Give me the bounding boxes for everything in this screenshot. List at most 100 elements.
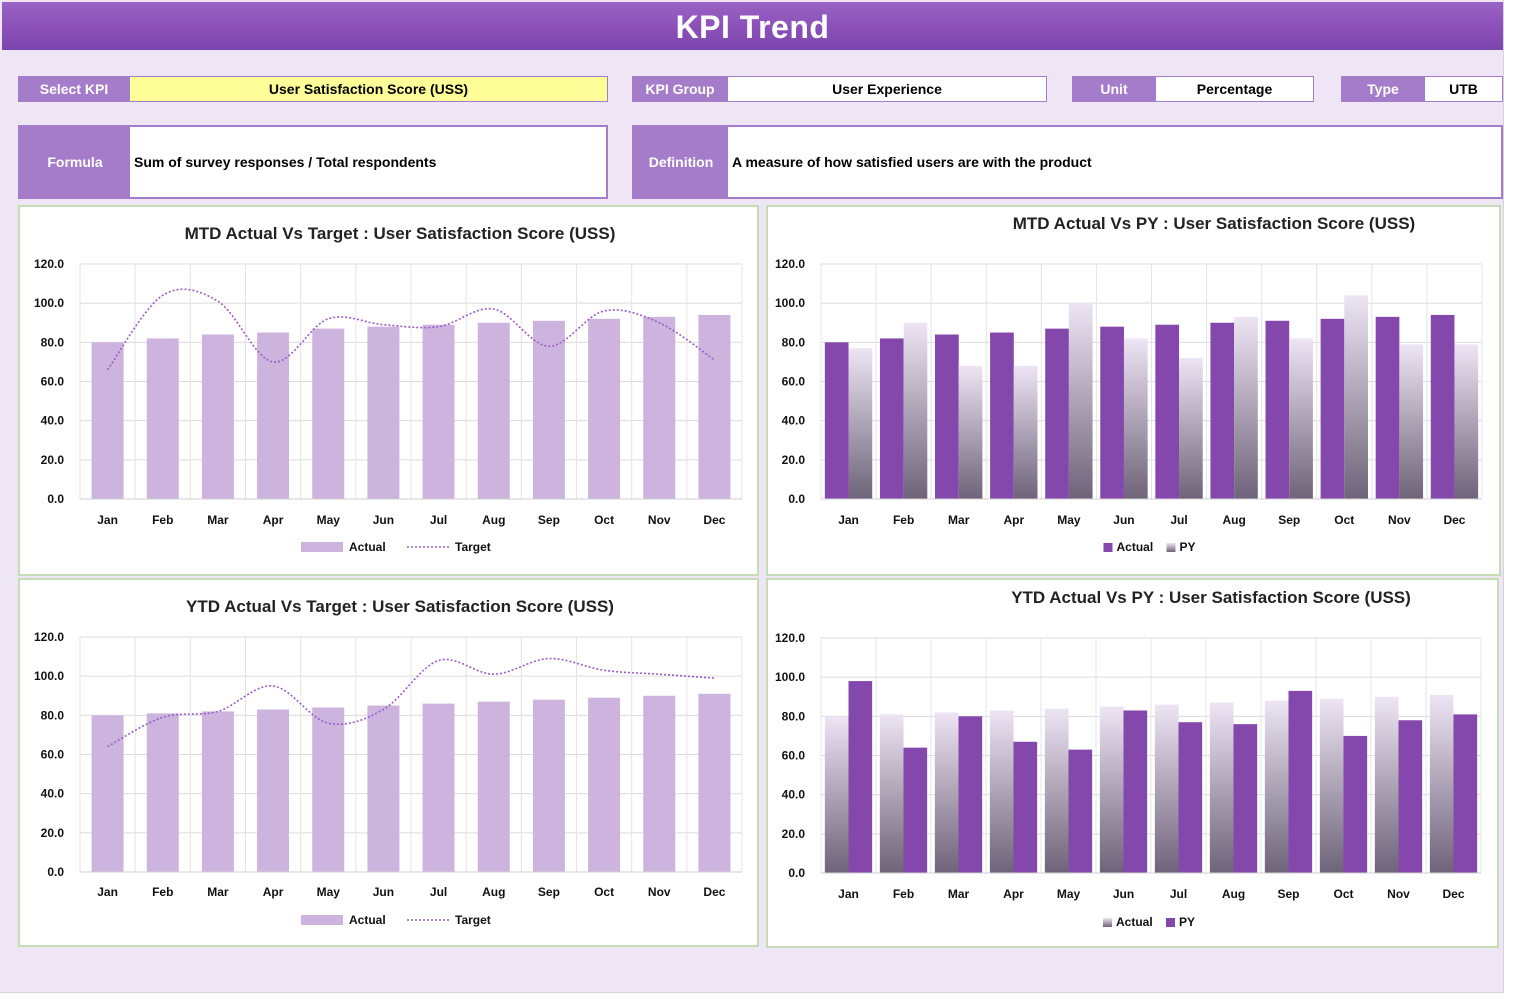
bar-py — [1399, 344, 1424, 499]
bar-py — [1344, 295, 1368, 499]
bar-py — [1453, 714, 1478, 873]
page-title: KPI Trend — [2, 2, 1503, 50]
x-tick-label: Apr — [1003, 887, 1024, 901]
bar-actual — [1210, 322, 1235, 499]
bar-actual — [824, 342, 849, 499]
y-tick-label: 100.0 — [34, 669, 64, 683]
x-tick-label: Apr — [263, 513, 284, 527]
bar-py — [1454, 344, 1479, 499]
x-tick-label: May — [317, 513, 341, 527]
y-tick-label: 40.0 — [41, 414, 65, 428]
y-tick-label: 120.0 — [34, 630, 64, 644]
x-tick-label: May — [1057, 887, 1081, 901]
bar-actual — [91, 715, 124, 872]
bar-py — [1068, 749, 1093, 873]
chart-title: MTD Actual Vs Target : User Satisfaction… — [185, 224, 616, 243]
bar-actual — [990, 332, 1014, 499]
type-label: Type — [1342, 77, 1424, 101]
legend-label-actual: Actual — [1116, 915, 1153, 929]
bar-py — [958, 716, 983, 873]
x-tick-label: Jun — [1113, 513, 1134, 527]
y-tick-label: 20.0 — [41, 453, 65, 467]
y-tick-label: 0.0 — [788, 866, 805, 880]
chart-panel-mtd-target: MTD Actual Vs Target : User Satisfaction… — [18, 205, 759, 576]
y-tick-label: 80.0 — [41, 708, 65, 722]
x-tick-label: Dec — [1442, 887, 1464, 901]
formula-label: Formula — [20, 127, 130, 197]
bar-actual — [146, 338, 179, 499]
legend-swatch-py — [1166, 918, 1175, 927]
legend-label-target: Target — [455, 913, 491, 927]
bar-actual — [934, 712, 959, 873]
bar-actual — [1319, 698, 1344, 873]
unit-field: Unit Percentage — [1072, 76, 1314, 102]
select-kpi-field: Select KPI User Satisfaction Score (USS) — [18, 76, 608, 102]
chart-title: YTD Actual Vs PY : User Satisfaction Sco… — [1011, 588, 1411, 607]
x-tick-label: Aug — [1222, 513, 1245, 527]
bar-actual — [1100, 326, 1124, 499]
bar-actual — [879, 714, 904, 873]
bar-py — [1398, 720, 1423, 873]
y-tick-label: 60.0 — [41, 375, 65, 389]
definition-value: A measure of how satisfied users are wit… — [728, 127, 1501, 197]
legend-label-actual: Actual — [349, 913, 386, 927]
type-value: UTB — [1424, 77, 1502, 101]
bar-actual — [477, 322, 510, 499]
bar-actual — [257, 332, 290, 499]
bar-py — [1343, 735, 1368, 873]
bar-actual — [422, 324, 455, 499]
x-tick-label: Mar — [207, 513, 229, 527]
bar-actual — [91, 342, 124, 499]
x-tick-label: May — [317, 885, 341, 899]
bar-actual — [1044, 708, 1069, 873]
y-tick-label: 20.0 — [41, 826, 65, 840]
bar-actual — [643, 316, 676, 499]
bar-actual — [477, 701, 510, 872]
y-tick-label: 40.0 — [782, 788, 806, 802]
legend-label-actual: Actual — [349, 540, 386, 554]
ytd-actual-vs-target-chart: YTD Actual Vs Target : User Satisfaction… — [34, 597, 743, 927]
x-tick-label: Aug — [1222, 887, 1245, 901]
chart-panel-mtd-py: MTD Actual Vs PY : User Satisfaction Sco… — [766, 205, 1501, 576]
y-tick-label: 0.0 — [788, 492, 805, 506]
chart-title: YTD Actual Vs Target : User Satisfaction… — [186, 597, 614, 616]
bar-actual — [1209, 702, 1234, 873]
bar-py — [1123, 710, 1148, 873]
bar-py — [958, 365, 983, 499]
x-tick-label: Sep — [1277, 887, 1299, 901]
bar-py — [1234, 316, 1258, 499]
x-tick-label: Jul — [430, 885, 447, 899]
legend-label-actual: Actual — [1117, 540, 1154, 554]
bar-actual — [367, 705, 400, 872]
bar-actual — [422, 703, 455, 872]
bar-py — [903, 747, 928, 873]
x-tick-label: Dec — [1443, 513, 1465, 527]
legend-swatch-actual — [301, 915, 343, 925]
chart-panel-ytd-target: YTD Actual Vs Target : User Satisfaction… — [18, 578, 759, 947]
x-tick-label: Oct — [1334, 513, 1354, 527]
x-tick-label: Sep — [538, 885, 560, 899]
x-tick-label: Jan — [838, 887, 859, 901]
bar-actual — [1099, 706, 1124, 873]
type-field: Type UTB — [1341, 76, 1503, 102]
bar-actual — [532, 699, 565, 872]
select-kpi-dropdown[interactable]: User Satisfaction Score (USS) — [129, 77, 607, 101]
legend-swatch-actual — [1103, 543, 1113, 552]
y-tick-label: 120.0 — [775, 257, 805, 271]
y-tick-label: 0.0 — [47, 492, 64, 506]
unit-value: Percentage — [1155, 77, 1313, 101]
x-tick-label: Aug — [482, 513, 505, 527]
x-tick-label: Feb — [893, 513, 914, 527]
y-tick-label: 20.0 — [782, 827, 806, 841]
unit-label: Unit — [1073, 77, 1155, 101]
bar-actual — [1154, 704, 1179, 873]
legend-label-py: PY — [1179, 915, 1195, 929]
x-tick-label: Jul — [430, 513, 447, 527]
legend-swatch-py — [1166, 543, 1176, 552]
bar-actual — [698, 314, 731, 499]
chart-panel-ytd-py: YTD Actual Vs PY : User Satisfaction Sco… — [766, 578, 1499, 948]
legend-label-target: Target — [455, 540, 491, 554]
x-tick-label: Jun — [1113, 887, 1134, 901]
bar-py — [1288, 690, 1313, 873]
bar-actual — [588, 697, 621, 872]
